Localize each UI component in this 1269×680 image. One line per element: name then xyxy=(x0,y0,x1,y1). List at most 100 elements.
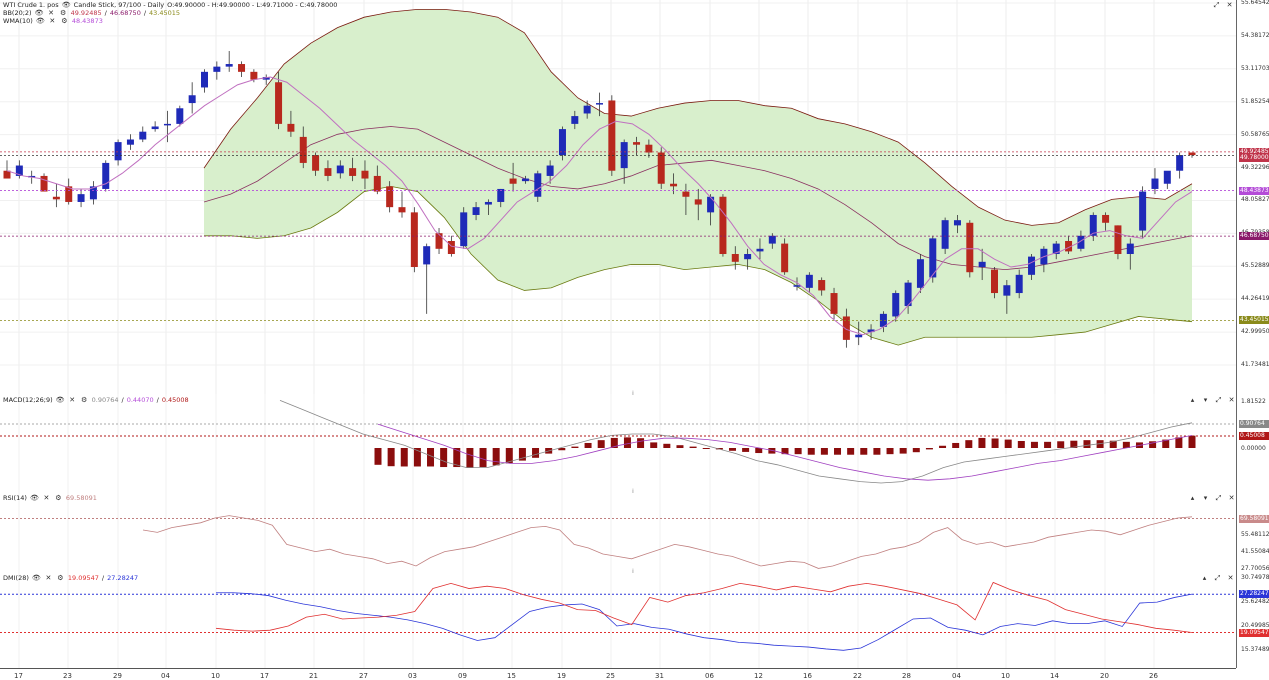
rsi-chart[interactable] xyxy=(0,492,1236,572)
date-axis-label: 19 xyxy=(557,672,566,680)
price-chart[interactable] xyxy=(0,0,1236,394)
date-axis-label: 26 xyxy=(1149,672,1158,680)
candle-body xyxy=(953,220,961,226)
candle-body xyxy=(855,334,863,338)
eye-icon[interactable]: 👁 xyxy=(31,574,41,582)
expand-icon[interactable]: ⤢ xyxy=(1215,494,1222,502)
eye-icon[interactable]: 👁 xyxy=(35,17,45,25)
macd-histogram-bar xyxy=(886,448,894,455)
macd-histogram-bar xyxy=(689,446,697,448)
dmi-tag: 19.09547 xyxy=(1239,628,1269,637)
wma-line xyxy=(6,76,1193,336)
macd-chart[interactable] xyxy=(0,394,1236,492)
price-pane[interactable]: WTI Crude 1. pos 👁 Candle Stick, 97/100 … xyxy=(0,0,1236,395)
gear-icon[interactable]: ⚙ xyxy=(61,17,68,25)
candle-body xyxy=(731,254,739,262)
candle-body xyxy=(916,259,924,288)
close-icon[interactable]: ✕ xyxy=(1228,396,1235,404)
candle-body xyxy=(324,168,332,176)
macd-pane[interactable]: MACD(12;26;9) 👁 ✕ ⚙ 0.90764/0.44070/0.45… xyxy=(0,394,1236,493)
pane-resize-handle[interactable]: ⁞ xyxy=(632,390,634,397)
pane-resize-handle[interactable]: ⁞ xyxy=(632,568,634,575)
close-icon[interactable]: ✕ xyxy=(45,574,52,582)
macd-histogram-bar xyxy=(1122,441,1130,448)
down-icon[interactable]: ▾ xyxy=(1203,396,1208,404)
close-icon[interactable]: ✕ xyxy=(1228,494,1235,502)
price-tag: 46.68750 xyxy=(1239,232,1269,241)
macd-histogram-bar xyxy=(1030,441,1038,448)
wma-header: WMA(10) 👁 ✕ ⚙ 48.43873 xyxy=(3,17,103,25)
candle-body xyxy=(571,116,579,124)
close-icon[interactable]: ✕ xyxy=(48,9,55,17)
candle-body xyxy=(188,95,196,104)
macd-histogram-bar xyxy=(781,448,789,455)
close-icon[interactable]: ✕ xyxy=(43,494,50,502)
bollinger-band-fill xyxy=(204,9,1192,346)
gear-icon[interactable]: ⚙ xyxy=(55,494,62,502)
close-icon[interactable]: ✕ xyxy=(49,17,56,25)
candle-body xyxy=(991,269,998,294)
pane-resize-handle[interactable]: ⁞ xyxy=(632,488,634,495)
price-axis[interactable]: 55.64542 54.38172 53.11703 51.85254 50.58765… xyxy=(1236,0,1269,394)
price-tag: 49.78000 xyxy=(1239,154,1269,163)
wma-label: WMA(10) xyxy=(3,17,33,25)
expand-icon[interactable]: ⤢ xyxy=(1213,1,1220,9)
dmi-pane[interactable]: DMI(28) 👁 ✕ ⚙ 19.09547/27.28247 ▴ ⤢ ✕ xyxy=(0,572,1236,669)
candle-body xyxy=(892,293,900,317)
rsi-axis-tick: 27.70056 xyxy=(1241,564,1269,572)
up-icon[interactable]: ▴ xyxy=(1190,396,1195,404)
gear-icon[interactable]: ⚙ xyxy=(59,9,67,17)
macd-histogram-bar xyxy=(1044,441,1052,448)
rsi-pane[interactable]: RSI(14) 👁 ✕ ⚙ 69.58091 ▴ ▾ ⤢ ✕ xyxy=(0,492,1236,573)
instrument-title: WTI Crude 1. pos xyxy=(3,1,59,9)
dmi-axis[interactable]: 30.74978 25.62482 20.49985 15.37489 27.28247… xyxy=(1236,572,1269,668)
macd-histogram-bar xyxy=(1057,441,1065,448)
macd-tools: ▴ ▾ ⤢ ✕ xyxy=(1188,396,1236,404)
rsi-line xyxy=(142,515,1193,569)
gear-icon[interactable]: ⚙ xyxy=(57,574,64,582)
candle-body xyxy=(89,186,97,200)
eye-icon[interactable]: 👁 xyxy=(55,396,65,404)
candle-body xyxy=(386,186,394,208)
down-icon[interactable]: ▾ xyxy=(1203,494,1208,502)
up-icon[interactable]: ▴ xyxy=(1190,494,1195,502)
candle-body xyxy=(781,243,789,273)
dmi-chart[interactable] xyxy=(0,572,1236,668)
eye-icon[interactable]: 👁 xyxy=(61,1,71,9)
candle-body xyxy=(1003,285,1011,296)
bb-mid-value: 46.68750 xyxy=(109,9,141,17)
close-icon[interactable]: ✕ xyxy=(1227,574,1234,582)
date-axis-label: 21 xyxy=(309,672,318,680)
macd-histogram-bar xyxy=(584,442,592,448)
candle-body xyxy=(435,233,443,249)
dmi-tag: 27.28247 xyxy=(1239,590,1269,599)
candle-body xyxy=(287,123,295,132)
macd-line xyxy=(279,400,1193,484)
gear-icon[interactable]: ⚙ xyxy=(80,396,88,404)
macd-hist-value: 0.45008 xyxy=(161,396,189,404)
candle-body xyxy=(1077,235,1085,249)
candle-body xyxy=(1176,155,1184,171)
eye-icon[interactable]: 👁 xyxy=(29,494,39,502)
dmi-minus-line xyxy=(215,581,1193,633)
candle-body xyxy=(657,152,665,184)
candle-body xyxy=(238,64,246,72)
expand-icon[interactable]: ⤢ xyxy=(1215,396,1222,404)
candle-body xyxy=(966,222,974,273)
up-icon[interactable]: ▴ xyxy=(1202,574,1207,582)
ohlc-readout: O:49.90000 - H:49.90000 - L:49.71000 - C… xyxy=(167,1,338,9)
candle-body xyxy=(842,316,850,340)
close-icon[interactable]: ✕ xyxy=(1226,1,1233,9)
close-icon[interactable]: ✕ xyxy=(69,396,76,404)
candle-body xyxy=(1089,214,1097,236)
expand-icon[interactable]: ⤢ xyxy=(1214,574,1221,582)
eye-icon[interactable]: 👁 xyxy=(34,9,44,17)
price-axis-tick: 53.11703 xyxy=(1241,64,1269,72)
candle-body xyxy=(15,165,23,176)
macd-histogram-bar xyxy=(925,448,933,450)
candle-body xyxy=(978,261,986,268)
macd-axis[interactable]: 1.81522 0.00000 0.90764 0.45008 xyxy=(1236,394,1269,492)
bollinger-mid-line xyxy=(203,126,1193,271)
date-axis-label: 09 xyxy=(458,672,467,680)
